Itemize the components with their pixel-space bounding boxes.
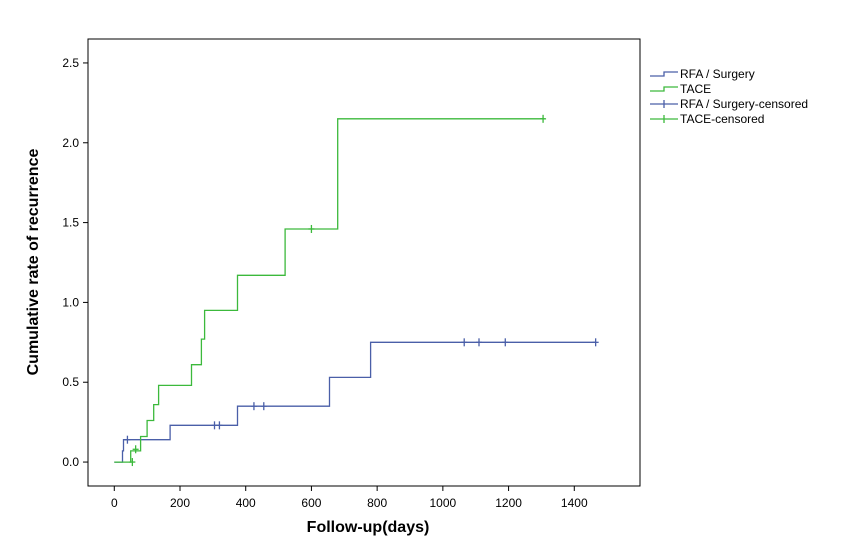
censor-mark-tace — [308, 224, 315, 233]
legend-label: TACE — [680, 82, 711, 96]
censor-mark-rfa-surgery — [461, 338, 468, 347]
legend-swatch-step — [650, 86, 678, 92]
y-axis: 0.0 0.5 1.0 1.5 2.0 2.5 — [62, 56, 88, 469]
x-tick-label: 200 — [170, 496, 190, 510]
censor-mark-rfa-surgery — [476, 338, 482, 347]
y-tick-label: 0.5 — [62, 375, 79, 389]
y-tick-label: 2.0 — [62, 136, 79, 150]
x-tick-label: 400 — [236, 496, 256, 510]
legend-item: RFA / Surgery — [650, 67, 755, 81]
legend-item: RFA / Surgery-censored — [650, 97, 808, 111]
legend-label: TACE-censored — [680, 112, 764, 126]
series-line-tace — [114, 118, 545, 463]
x-tick-label: 800 — [367, 496, 387, 510]
series-line-rfa-surgery — [114, 341, 596, 463]
legend-label: RFA / Surgery-censored — [680, 97, 808, 111]
x-axis-title: Follow-up(days) — [307, 519, 430, 536]
censor-mark-rfa-surgery — [216, 421, 223, 430]
series-layer — [114, 114, 599, 467]
y-axis-title: Cumulative rate of recurrence — [25, 149, 42, 376]
x-tick-label: 1200 — [495, 496, 522, 510]
x-tick-label: 600 — [301, 496, 321, 510]
censor-mark-tace — [132, 445, 139, 454]
y-tick-label: 0.0 — [62, 455, 79, 469]
censor-mark-tace — [129, 458, 136, 467]
x-tick-label: 0 — [111, 496, 118, 510]
x-tick-label: 1400 — [561, 496, 588, 510]
plot-area — [87, 38, 641, 487]
x-axis: 0 200 400 600 800 1000 1200 1400 — [111, 486, 588, 510]
censor-mark-rfa-surgery — [250, 402, 257, 411]
censor-mark-rfa-surgery — [124, 435, 131, 444]
legend-item: TACE-censored — [650, 112, 764, 126]
censor-mark-rfa-surgery — [502, 338, 509, 347]
y-tick-label: 1.5 — [62, 216, 79, 230]
y-tick-label: 1.0 — [62, 295, 79, 309]
censor-mark-rfa-surgery — [592, 338, 599, 347]
legend-swatch-step — [650, 71, 678, 77]
x-tick-label: 1000 — [430, 496, 457, 510]
legend-label: RFA / Surgery — [680, 67, 755, 81]
censor-mark-tace — [540, 114, 547, 123]
legend-item: TACE — [650, 82, 711, 96]
censor-mark-rfa-surgery — [260, 402, 267, 411]
y-tick-label: 2.5 — [62, 56, 79, 70]
